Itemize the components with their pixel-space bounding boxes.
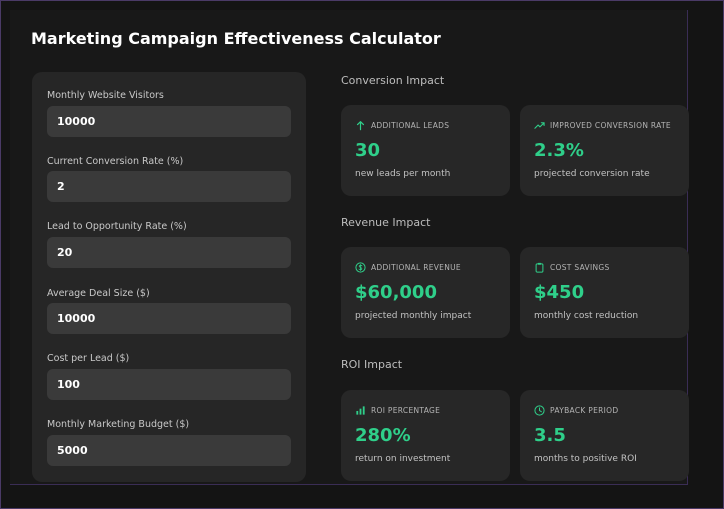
improved-conversion-value: 2.3%	[534, 140, 584, 161]
additional-revenue-sub: projected monthly impact	[355, 311, 472, 321]
conversion-rate-input[interactable]: 2	[47, 171, 291, 202]
revenue-impact-title: Revenue Impact	[341, 216, 431, 229]
bar-chart-icon	[356, 406, 365, 415]
inputs-card: Monthly Website Visitors 10000 Current C…	[32, 72, 306, 482]
improved-conversion-label: IMPROVED CONVERSION RATE	[550, 121, 671, 130]
cost-savings-label: COST SAVINGS	[550, 263, 610, 272]
budget-label: Monthly Marketing Budget ($)	[47, 419, 190, 430]
additional-leads-sub: new leads per month	[355, 169, 451, 179]
payback-period-value: 3.5	[534, 425, 566, 446]
visitors-label: Monthly Website Visitors	[47, 90, 164, 101]
roi-percentage-card: ROI PERCENTAGE 280% return on investment	[341, 390, 510, 481]
budget-input[interactable]: 5000	[47, 435, 291, 466]
arrow-up-icon	[356, 121, 365, 131]
roi-percentage-value: 280%	[355, 425, 411, 446]
improved-conversion-card: IMPROVED CONVERSION RATE 2.3% projected …	[520, 105, 689, 196]
cost-per-lead-label: Cost per Lead ($)	[47, 353, 130, 364]
roi-percentage-label: ROI PERCENTAGE	[371, 406, 441, 415]
payback-period-sub: months to positive ROI	[534, 454, 637, 464]
clock-icon	[534, 405, 545, 416]
roi-percentage-sub: return on investment	[355, 454, 451, 464]
cost-savings-card: COST SAVINGS $450 monthly cost reduction	[520, 247, 689, 338]
additional-leads-label: ADDITIONAL LEADS	[371, 121, 450, 130]
visitors-input[interactable]: 10000	[47, 106, 291, 137]
lead-opportunity-label: Lead to Opportunity Rate (%)	[47, 221, 187, 232]
additional-revenue-card: ADDITIONAL REVENUE $60,000 projected mon…	[341, 247, 510, 338]
payback-period-card: PAYBACK PERIOD 3.5 months to positive RO…	[520, 390, 689, 481]
deal-size-label: Average Deal Size ($)	[47, 288, 150, 299]
page-title: Marketing Campaign Effectiveness Calcula…	[31, 29, 441, 48]
payback-period-label: PAYBACK PERIOD	[550, 406, 619, 415]
cost-savings-value: $450	[534, 282, 585, 303]
cost-per-lead-input[interactable]: 100	[47, 369, 291, 400]
conversion-rate-label: Current Conversion Rate (%)	[47, 156, 184, 167]
roi-impact-title: ROI Impact	[341, 358, 403, 371]
lead-opportunity-input[interactable]: 20	[47, 237, 291, 268]
conversion-impact-title: Conversion Impact	[341, 74, 445, 87]
additional-revenue-label: ADDITIONAL REVENUE	[371, 263, 461, 272]
deal-size-input[interactable]: 10000	[47, 303, 291, 334]
cost-savings-sub: monthly cost reduction	[534, 311, 639, 321]
improved-conversion-sub: projected conversion rate	[534, 169, 650, 179]
additional-revenue-value: $60,000	[355, 282, 437, 303]
dollar-circle-icon	[355, 262, 366, 273]
clipboard-icon	[535, 262, 544, 273]
trending-up-icon	[534, 122, 545, 129]
additional-leads-value: 30	[355, 140, 381, 161]
additional-leads-card: ADDITIONAL LEADS 30 new leads per month	[341, 105, 510, 196]
